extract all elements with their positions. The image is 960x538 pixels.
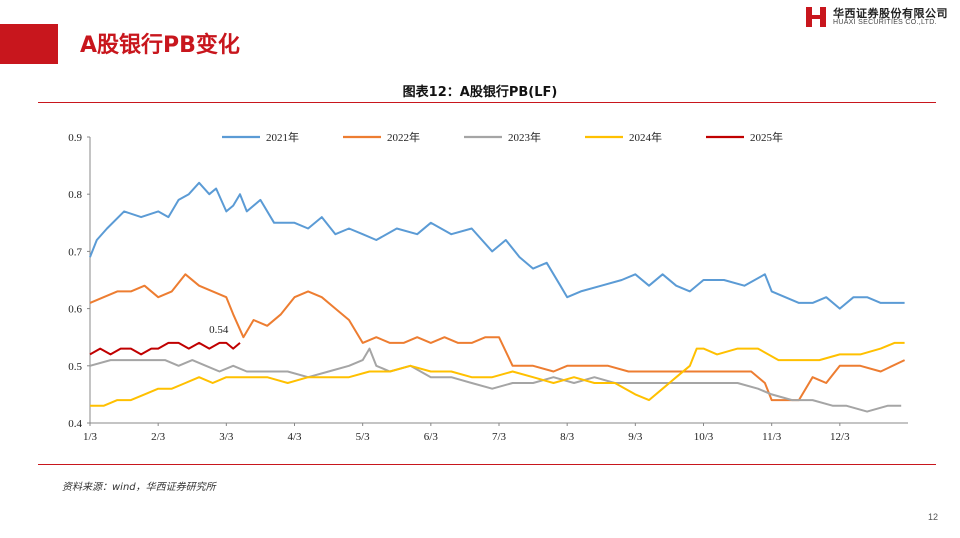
huaxi-logo-icon [806, 7, 826, 27]
x-tick-label: 8/3 [560, 431, 575, 443]
x-tick-label: 9/3 [628, 431, 643, 443]
bottom-divider [38, 464, 936, 465]
series-line-2 [89, 347, 902, 413]
x-tick-label: 3/3 [219, 431, 234, 443]
slide-title: A股银行PB变化 [80, 33, 240, 58]
y-tick-label: 0.5 [68, 361, 82, 373]
company-name-en: HUAXI SECURITIES CO.,LTD. [833, 19, 937, 27]
company-logo: 华西证券股份有限公司 HUAXI SECURITIES CO.,LTD. [805, 6, 948, 28]
series-line-4 [89, 341, 241, 356]
legend-label: 2024年 [629, 130, 662, 144]
page-number: 12 [927, 512, 938, 522]
header-accent-bar [0, 24, 58, 64]
y-tick-label: 0.9 [68, 132, 82, 144]
series-line-0 [89, 181, 905, 310]
source-note: 资料来源：wind，华西证券研究所 [62, 482, 216, 493]
legend-label: 2023年 [508, 130, 541, 144]
annotation-label: 0.54 [209, 324, 229, 336]
x-tick-label: 10/3 [694, 431, 714, 443]
y-tick-label: 0.6 [68, 304, 82, 316]
legend-label: 2025年 [750, 130, 783, 144]
x-tick-label: 4/3 [287, 431, 302, 443]
legend-label: 2021年 [266, 130, 299, 144]
y-tick-label: 0.8 [68, 189, 82, 201]
chart-title: 图表12：A股银行PB(LF) [402, 85, 558, 100]
series-line-1 [89, 273, 906, 402]
x-tick-label: 2/3 [151, 431, 166, 443]
series-line-3 [90, 341, 905, 407]
x-tick-label: 1/3 [83, 431, 98, 443]
x-tick-label: 5/3 [356, 431, 371, 443]
legend-label: 2022年 [387, 130, 420, 144]
x-tick-label: 6/3 [424, 431, 439, 443]
top-divider [38, 102, 936, 103]
x-tick-label: 11/3 [762, 431, 782, 443]
company-name-cn: 华西证券股份有限公司 [833, 6, 948, 20]
x-tick-label: 7/3 [492, 431, 507, 443]
y-tick-label: 0.7 [68, 246, 82, 258]
y-tick-label: 0.4 [68, 418, 82, 430]
x-tick-label: 12/3 [830, 431, 850, 443]
